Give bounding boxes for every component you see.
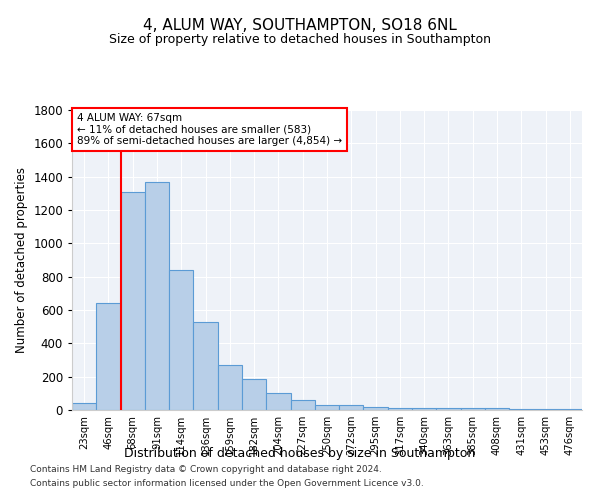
Text: 4, ALUM WAY, SOUTHAMPTON, SO18 6NL: 4, ALUM WAY, SOUTHAMPTON, SO18 6NL	[143, 18, 457, 32]
Bar	[436, 408, 461, 410]
Y-axis label: Number of detached properties: Number of detached properties	[14, 167, 28, 353]
Bar	[364, 406, 388, 410]
Bar	[218, 365, 242, 410]
Text: Distribution of detached houses by size in Southampton: Distribution of detached houses by size …	[124, 448, 476, 460]
Bar	[145, 182, 169, 410]
Bar	[461, 408, 485, 410]
Bar	[121, 192, 145, 410]
Bar	[169, 270, 193, 410]
Bar	[485, 408, 509, 410]
Bar	[242, 379, 266, 410]
Bar	[315, 405, 339, 410]
Text: Contains public sector information licensed under the Open Government Licence v3: Contains public sector information licen…	[30, 479, 424, 488]
Bar	[72, 402, 96, 410]
Bar	[412, 408, 436, 410]
Bar	[509, 409, 533, 410]
Bar	[388, 408, 412, 410]
Bar	[266, 392, 290, 410]
Bar	[193, 322, 218, 410]
Bar	[290, 400, 315, 410]
Text: Size of property relative to detached houses in Southampton: Size of property relative to detached ho…	[109, 32, 491, 46]
Text: 4 ALUM WAY: 67sqm
← 11% of detached houses are smaller (583)
89% of semi-detache: 4 ALUM WAY: 67sqm ← 11% of detached hous…	[77, 113, 342, 146]
Bar	[339, 405, 364, 410]
Bar	[558, 409, 582, 410]
Bar	[533, 409, 558, 410]
Bar	[96, 304, 121, 410]
Text: Contains HM Land Registry data © Crown copyright and database right 2024.: Contains HM Land Registry data © Crown c…	[30, 466, 382, 474]
